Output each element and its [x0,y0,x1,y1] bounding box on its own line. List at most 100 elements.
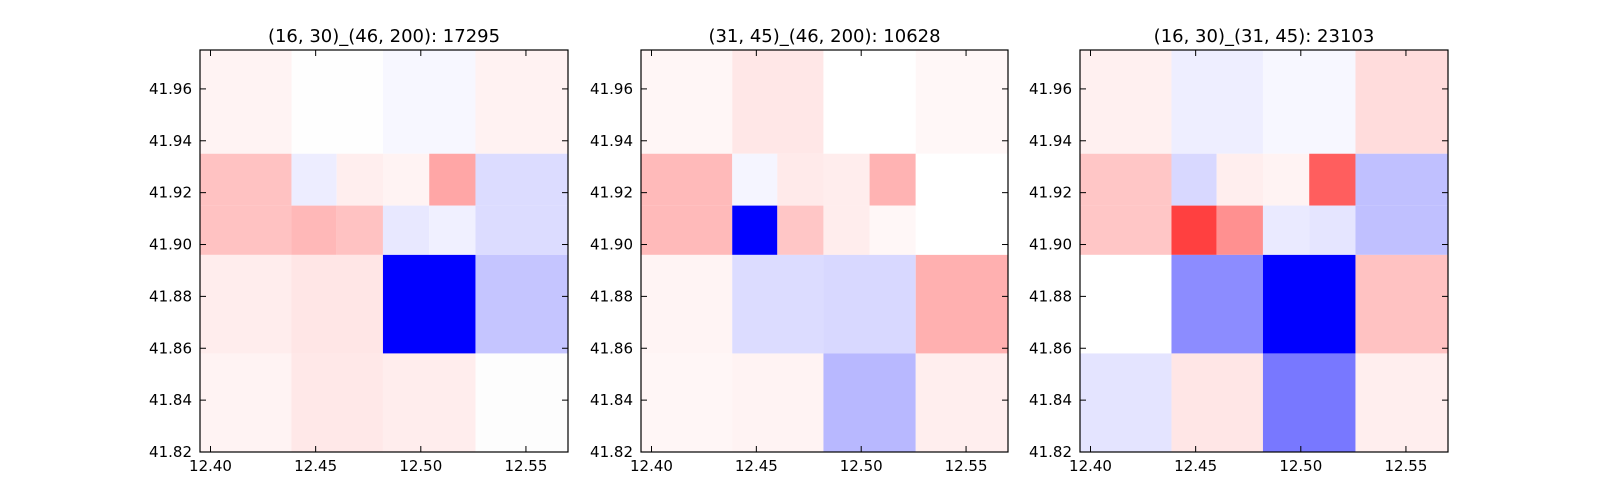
y-tick-label: 41.86 [1029,339,1072,357]
heatmap-cell [1171,153,1217,206]
heatmap-cell [823,254,916,354]
y-tick-label: 41.88 [590,287,633,305]
y-tick-label: 41.92 [1029,184,1072,202]
heatmap-cell [475,153,568,206]
heatmap-cell [915,254,1008,354]
heatmap-cell [475,353,568,452]
y-tick-label: 41.92 [590,184,633,202]
y-tick-label: 41.94 [1029,132,1072,150]
x-tick-label: 12.40 [189,457,232,475]
y-tick-label: 41.96 [590,80,633,98]
heatmap-cell [429,205,476,255]
heatmap-cell [641,153,733,206]
heatmap-cell [732,205,778,255]
chart-title: (31, 45)_(46, 200): 10628 [708,26,940,47]
x-tick-label: 12.50 [840,457,883,475]
heatmap-cell [1080,254,1172,354]
x-tick-label: 12.50 [399,457,442,475]
y-tick-label: 41.88 [149,287,192,305]
heatmap-cell [823,205,870,255]
heatmap-cell [1171,205,1217,255]
y-tick-label: 41.84 [590,391,633,409]
heatmap-cell [1355,205,1448,255]
heatmap-cell [641,353,733,452]
x-tick-label: 12.55 [1384,457,1427,475]
heatmap-cell [1171,353,1263,452]
y-tick-label: 41.82 [590,443,633,461]
heatmap-cell [823,353,916,452]
heatmap-cell [336,153,383,206]
heatmap-cell [200,205,292,255]
plot-frame [199,49,569,453]
heatmap-cell [475,50,568,154]
y-tick-label: 41.96 [1029,80,1072,98]
heatmap-cell [732,254,824,354]
x-tick-label: 12.55 [945,457,988,475]
heatmap-cell [777,153,824,206]
x-tick-label: 12.40 [1069,457,1112,475]
plot-frame [640,49,1009,453]
heatmap-cell [382,153,430,206]
heatmap-panel-1: (16, 30)_(46, 200): 17295 12.40 12.45 12.50… [149,26,569,475]
y-tick-label: 41.92 [149,184,192,202]
heatmap-cell [1262,153,1310,206]
heatmap-cell [641,205,733,255]
heatmap-cell [382,50,476,154]
y-tick-label: 41.86 [590,339,633,357]
heatmap-cell [1171,50,1263,154]
y-tick-label: 41.96 [149,80,192,98]
heatmap-cell [1262,353,1356,452]
x-tick-label: 12.45 [735,457,778,475]
heatmap-cell [1080,50,1172,154]
y-tick-label: 41.90 [1029,236,1072,254]
heatmap-cell [429,153,476,206]
heatmap-cell [1080,353,1172,452]
y-tick-label: 41.88 [1029,287,1072,305]
heatmap-cell [475,254,568,354]
chart-title: (16, 30)_(31, 45): 23103 [1154,26,1375,47]
heatmap-cell [336,205,383,255]
heatmap-cell [915,153,1008,206]
heatmap-cell [641,254,733,354]
heatmap-cell [1080,153,1172,206]
chart-title: (16, 30)_(46, 200): 17295 [268,26,500,47]
heatmap-cell [1216,205,1263,255]
y-tick-label: 41.86 [149,339,192,357]
y-tick-label: 41.94 [149,132,192,150]
heatmap-cell [915,205,1008,255]
y-tick-label: 41.82 [1029,443,1072,461]
heatmap-cell [1355,353,1448,452]
heatmap-cell [291,50,383,154]
plot-frame [1079,49,1449,453]
x-tick-label: 12.55 [504,457,547,475]
y-tick-label: 41.90 [590,236,633,254]
heatmap-cell [915,50,1008,154]
heatmap-cell [1355,153,1448,206]
heatmap-cell [291,353,383,452]
x-tick-label: 12.40 [630,457,673,475]
heatmap-cell [1309,205,1356,255]
y-tick-label: 41.84 [149,391,192,409]
heatmap-cell [823,153,870,206]
heatmap-cell [382,254,476,354]
heatmap-cell [291,153,337,206]
heatmap-cell [1355,50,1448,154]
heatmap-cell [1216,153,1263,206]
y-tick-label: 41.94 [590,132,633,150]
heatmap-cell [1262,50,1356,154]
y-tick-label: 41.90 [149,236,192,254]
heatmap-cell [1309,153,1356,206]
heatmap-cell [1171,254,1263,354]
x-tick-label: 12.45 [294,457,337,475]
heatmap-cell [382,353,476,452]
heatmap-cell [823,50,916,154]
heatmap-cell [475,205,568,255]
heatmap-cell [291,254,383,354]
heatmap-cell [200,50,292,154]
heatmap-cell [777,205,824,255]
heatmap-cell [915,353,1008,452]
heatmap-cell [641,50,733,154]
heatmap-cell [869,205,916,255]
heatmap-cell [869,153,916,206]
